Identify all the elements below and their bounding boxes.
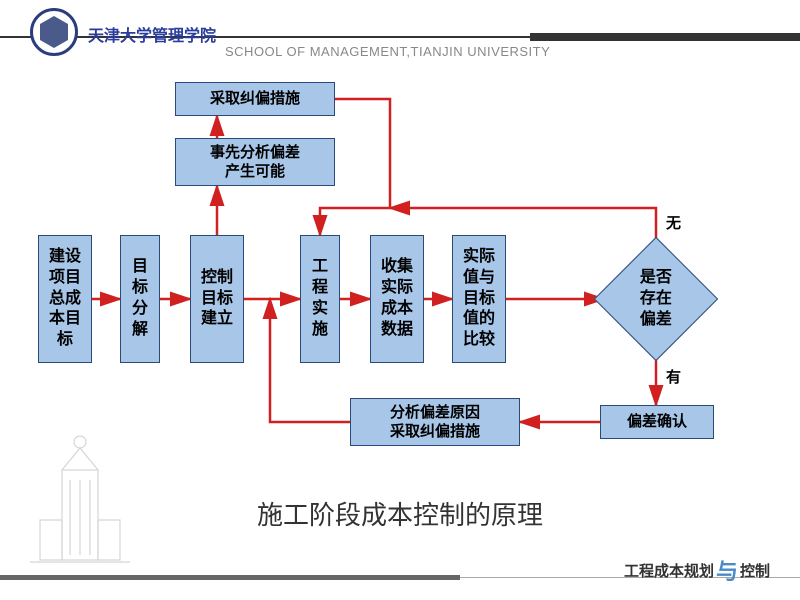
node-t2: 采取纠偏措施 [175,82,335,116]
edge-label: 有 [666,366,681,387]
university-logo [30,8,78,56]
node-n6: 实际 值与 目标 值的 比较 [452,235,506,363]
node-n1: 建设 项目 总成 本目 标 [38,235,92,363]
footer-left: 工程成本规划 [624,564,714,580]
node-n5: 收集 实际 成本 数据 [370,235,424,363]
edge-label: 无 [666,212,681,233]
node-d1: 是否 存在 偏差 [594,237,718,361]
building-illustration [30,430,130,570]
university-name-en: SCHOOL OF MANAGEMENT,TIANJIN UNIVERSITY [225,44,550,59]
node-n7: 偏差确认 [600,405,714,439]
node-n2: 目 标 分 解 [120,235,160,363]
node-n8: 分析偏差原因 采取纠偏措施 [350,398,520,446]
node-n4: 工 程 实 施 [300,235,340,363]
footer-text: 工程成本规划与控制 [624,554,770,586]
footer-right: 控制 [740,564,770,580]
footer-conj: 与 [716,554,738,586]
node-t1: 事先分析偏差 产生可能 [175,138,335,186]
node-n3: 控制 目标 建立 [190,235,244,363]
university-name-cn: 天津大学管理学院 [88,22,216,46]
